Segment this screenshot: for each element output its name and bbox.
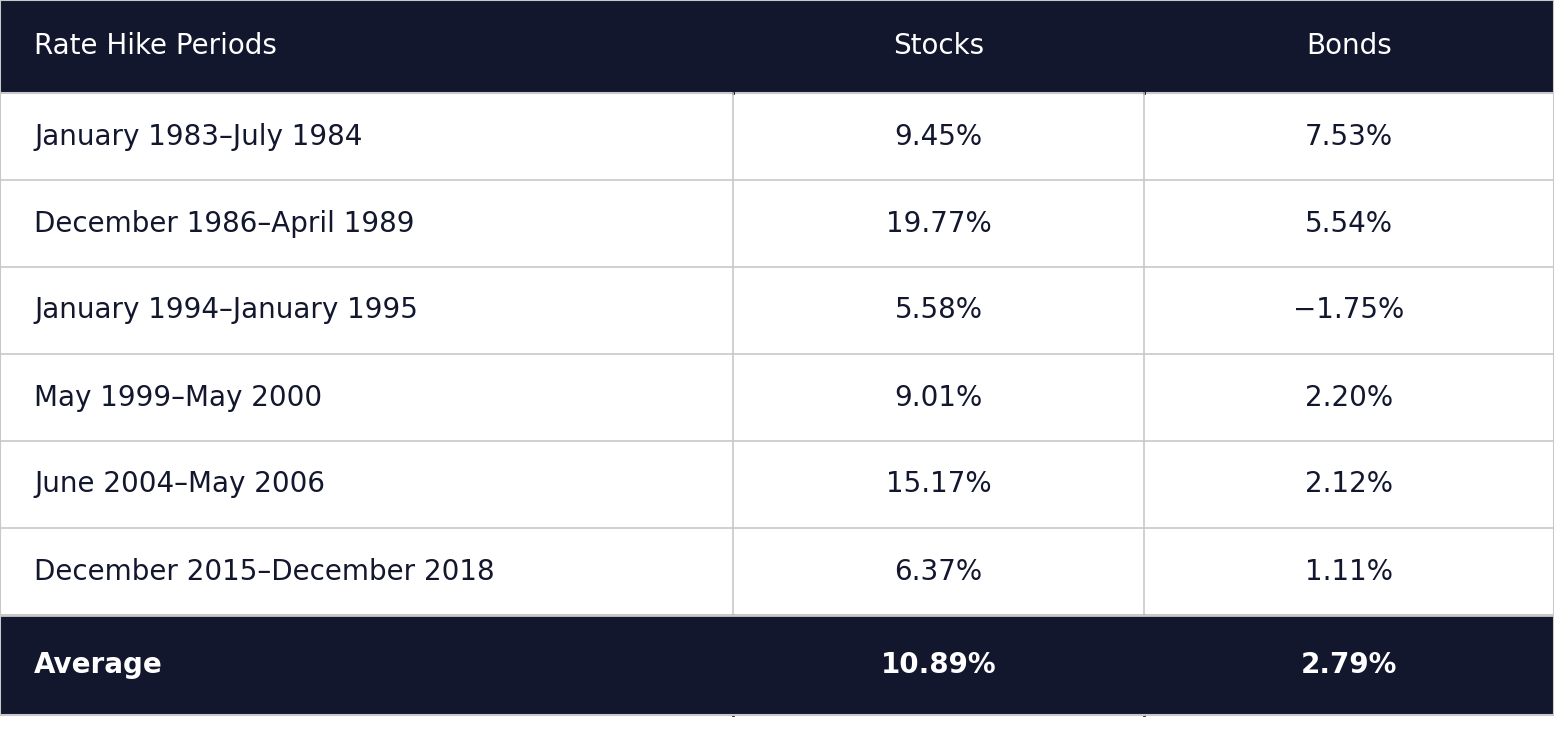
Text: December 2015–December 2018: December 2015–December 2018 (34, 557, 494, 586)
Bar (733, 267, 1144, 354)
Text: 7.53%: 7.53% (1305, 123, 1392, 150)
Bar (733, 528, 1144, 615)
Bar (0, 180, 733, 267)
Bar (1144, 0, 1554, 93)
Bar (0, 528, 733, 615)
Text: 2.20%: 2.20% (1305, 384, 1392, 411)
Text: 9.45%: 9.45% (895, 123, 982, 150)
Bar (1144, 528, 1554, 615)
Bar (0, 441, 733, 528)
Bar (0, 93, 733, 180)
Text: January 1994–January 1995: January 1994–January 1995 (34, 296, 418, 325)
Bar (1144, 180, 1554, 267)
Text: May 1999–May 2000: May 1999–May 2000 (34, 384, 322, 411)
Bar (0, 0, 733, 93)
Bar (733, 93, 1144, 180)
Text: June 2004–May 2006: June 2004–May 2006 (34, 471, 325, 499)
Text: 1.11%: 1.11% (1305, 557, 1392, 586)
Text: December 1986–April 1989: December 1986–April 1989 (34, 210, 415, 238)
Bar (0, 354, 733, 441)
Text: January 1983–July 1984: January 1983–July 1984 (34, 123, 362, 150)
Bar (1144, 441, 1554, 528)
Bar (0, 615, 733, 715)
Text: 10.89%: 10.89% (881, 651, 996, 679)
Text: −1.75%: −1.75% (1293, 296, 1405, 325)
Text: Rate Hike Periods: Rate Hike Periods (34, 32, 277, 60)
Bar (0, 267, 733, 354)
Bar (1144, 93, 1554, 180)
Text: 5.58%: 5.58% (895, 296, 982, 325)
Bar (733, 180, 1144, 267)
Bar (733, 615, 1144, 715)
Bar (0, 715, 1554, 752)
Text: 2.12%: 2.12% (1305, 471, 1392, 499)
Text: 2.79%: 2.79% (1301, 651, 1397, 679)
Text: Bonds: Bonds (1305, 32, 1392, 60)
Text: 19.77%: 19.77% (886, 210, 991, 238)
Bar (1144, 354, 1554, 441)
Bar (733, 354, 1144, 441)
Text: 9.01%: 9.01% (895, 384, 982, 411)
Text: 15.17%: 15.17% (886, 471, 991, 499)
Bar (1144, 615, 1554, 715)
Bar (1144, 267, 1554, 354)
Text: 6.37%: 6.37% (895, 557, 982, 586)
Text: 5.54%: 5.54% (1305, 210, 1392, 238)
Bar (733, 0, 1144, 93)
Text: Average: Average (34, 651, 163, 679)
Text: Stocks: Stocks (894, 32, 984, 60)
Bar (733, 441, 1144, 528)
